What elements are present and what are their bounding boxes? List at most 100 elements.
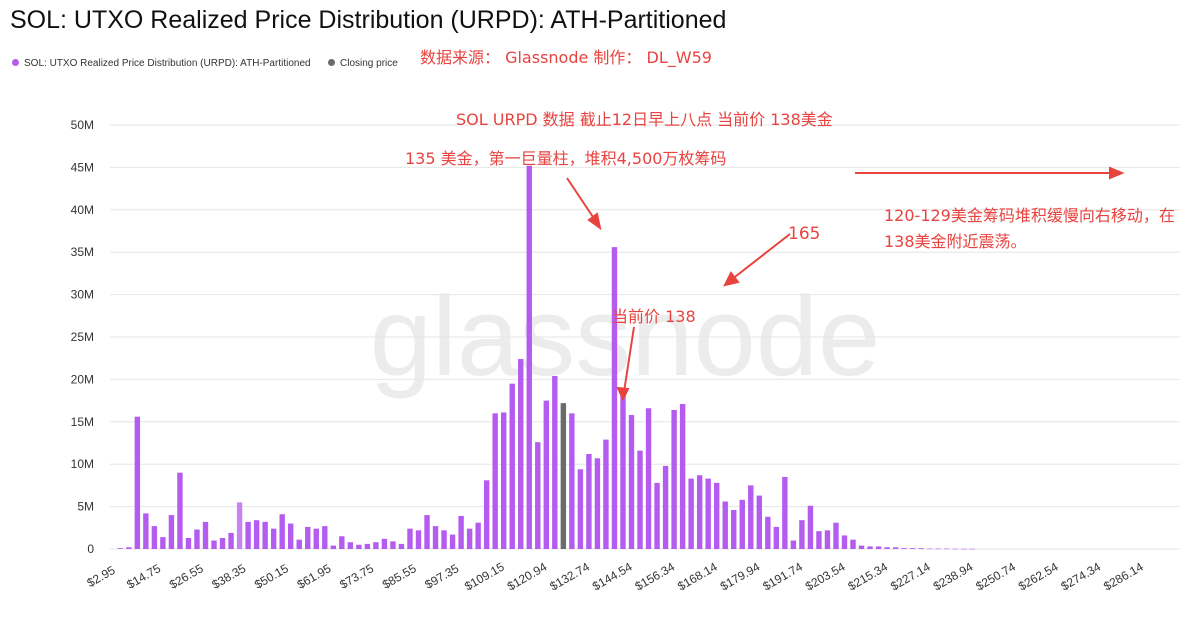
urpd-bar bbox=[969, 548, 975, 550]
urpd-bar bbox=[398, 543, 405, 549]
grid-lines bbox=[110, 124, 1180, 550]
urpd-bar bbox=[833, 522, 839, 549]
urpd-bar bbox=[501, 412, 507, 549]
urpd-bar bbox=[637, 450, 643, 549]
x-tick-label: $286.14 bbox=[1101, 559, 1146, 593]
x-tick-label: $191.74 bbox=[760, 559, 805, 593]
y-axis: 0 5M 10M 15M 20M 25M 30M 35M 40M 45M 50M bbox=[71, 118, 95, 556]
x-tick-label: $227.14 bbox=[888, 559, 933, 593]
legend-item-closing-price[interactable]: Closing price bbox=[328, 58, 398, 69]
annotation-trend-note: 120-129美金筹码堆积缓慢向右移动，在138美金附近震荡。 bbox=[884, 206, 1175, 251]
urpd-bar bbox=[262, 521, 268, 549]
urpd-bar bbox=[415, 530, 422, 549]
arrow-head-icon bbox=[616, 386, 630, 402]
urpd-bar bbox=[884, 547, 890, 549]
urpd-bar bbox=[577, 469, 584, 549]
urpd-bar bbox=[211, 540, 217, 549]
urpd-bar bbox=[654, 482, 660, 549]
annotation-current-price: 当前价 138 bbox=[612, 307, 696, 326]
urpd-bar bbox=[322, 526, 328, 549]
legend-item-urpd[interactable]: SOL: UTXO Realized Price Distribution (U… bbox=[12, 58, 311, 69]
urpd-bar bbox=[373, 542, 379, 549]
urpd-bar bbox=[466, 528, 473, 549]
x-tick-label: $26.55 bbox=[167, 561, 206, 592]
urpd-bar bbox=[688, 478, 694, 549]
urpd-bar bbox=[126, 547, 132, 549]
urpd-bar bbox=[603, 439, 609, 549]
urpd-bar bbox=[441, 530, 447, 549]
urpd-bar bbox=[492, 413, 498, 549]
urpd-bar bbox=[535, 442, 541, 549]
x-tick-label: $203.54 bbox=[803, 559, 848, 593]
urpd-bar bbox=[347, 542, 354, 549]
urpd-bar bbox=[432, 526, 439, 549]
urpd-bar bbox=[628, 415, 635, 549]
urpd-bar bbox=[586, 454, 592, 549]
urpd-bar bbox=[875, 546, 882, 549]
annotation-peak-165: 165 bbox=[788, 224, 821, 244]
annotation-urpd-date: SOL URPD 数据 截止12日早上八点 当前价 138美金 bbox=[456, 110, 833, 129]
x-tick-label: $250.74 bbox=[973, 559, 1018, 593]
urpd-bar bbox=[611, 247, 618, 550]
annotation-arrows bbox=[566, 166, 1125, 402]
y-tick-label: 5M bbox=[77, 500, 94, 514]
y-tick-label: 10M bbox=[71, 457, 94, 471]
x-tick-label: $132.74 bbox=[547, 559, 592, 593]
urpd-bar bbox=[790, 540, 797, 549]
urpd-bar bbox=[168, 515, 175, 549]
urpd-bar bbox=[449, 534, 456, 549]
urpd-bar bbox=[569, 413, 575, 549]
urpd-bar bbox=[526, 165, 532, 549]
urpd-bar bbox=[850, 539, 856, 549]
urpd-bar bbox=[714, 482, 720, 549]
urpd-bar bbox=[824, 530, 831, 549]
y-tick-label: 45M bbox=[71, 160, 94, 174]
x-tick-label: $120.94 bbox=[505, 559, 550, 593]
arrow-head-icon bbox=[587, 212, 602, 231]
urpd-bar bbox=[117, 548, 123, 549]
urpd-bar bbox=[253, 520, 260, 549]
urpd-bar bbox=[858, 545, 865, 549]
urpd-bar bbox=[816, 531, 822, 549]
urpd-bar bbox=[799, 520, 805, 549]
urpd-bar bbox=[841, 535, 848, 549]
arrow-to-peak-135 bbox=[566, 177, 598, 224]
urpd-bar bbox=[151, 526, 158, 549]
arrow-to-peak-165 bbox=[730, 233, 791, 281]
y-tick-label: 25M bbox=[71, 330, 94, 344]
urpd-bar bbox=[748, 485, 754, 549]
urpd-bar bbox=[739, 499, 745, 549]
urpd-bar bbox=[782, 476, 788, 549]
arrow-head-icon bbox=[1109, 166, 1125, 180]
y-tick-label: 20M bbox=[71, 372, 94, 386]
urpd-bar bbox=[313, 528, 319, 549]
urpd-bar bbox=[270, 528, 277, 549]
urpd-bar bbox=[288, 523, 294, 549]
urpd-bar bbox=[390, 541, 396, 549]
x-tick-label: $109.15 bbox=[462, 559, 507, 593]
urpd-bar bbox=[543, 400, 549, 549]
y-tick-label: 35M bbox=[71, 245, 94, 259]
urpd-bar bbox=[194, 529, 200, 549]
legend-label-closing-price: Closing price bbox=[340, 58, 398, 69]
legend-label-urpd: SOL: UTXO Realized Price Distribution (U… bbox=[24, 58, 311, 69]
urpd-bar bbox=[671, 409, 677, 549]
urpd-bar bbox=[296, 539, 302, 549]
urpd-bar bbox=[407, 528, 413, 549]
x-tick-label: $238.94 bbox=[931, 559, 976, 593]
urpd-bar bbox=[594, 458, 601, 549]
urpd-bar bbox=[620, 389, 626, 549]
urpd-bar bbox=[909, 548, 916, 549]
urpd-bar bbox=[177, 472, 183, 549]
urpd-bar bbox=[901, 548, 907, 549]
x-tick-label: $274.34 bbox=[1059, 559, 1104, 593]
urpd-bar bbox=[645, 408, 652, 549]
arrow-head-icon bbox=[723, 271, 740, 287]
x-tick-label: $61.95 bbox=[295, 561, 334, 592]
y-tick-label: 0 bbox=[87, 542, 94, 556]
urpd-bar bbox=[773, 526, 780, 549]
urpd-bar bbox=[961, 548, 967, 550]
x-tick-label: $73.75 bbox=[337, 561, 376, 592]
urpd-bar bbox=[952, 548, 958, 550]
y-tick-label: 15M bbox=[71, 415, 94, 429]
